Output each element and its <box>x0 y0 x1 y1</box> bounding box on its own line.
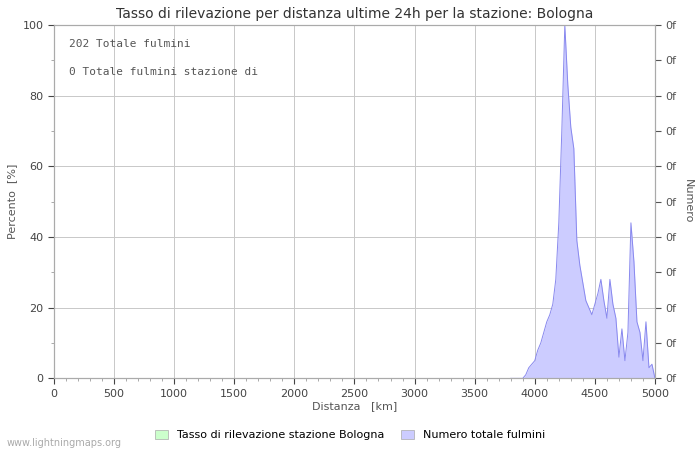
Legend: Tasso di rilevazione stazione Bologna, Numero totale fulmini: Tasso di rilevazione stazione Bologna, N… <box>150 425 550 445</box>
X-axis label: Distanza   [km]: Distanza [km] <box>312 401 397 412</box>
Title: Tasso di rilevazione per distanza ultime 24h per la stazione: Bologna: Tasso di rilevazione per distanza ultime… <box>116 7 593 21</box>
Text: www.lightningmaps.org: www.lightningmaps.org <box>7 438 122 448</box>
Text: 202 Totale fulmini: 202 Totale fulmini <box>69 39 190 49</box>
Y-axis label: Numero: Numero <box>683 180 693 224</box>
Y-axis label: Percento  [%]: Percento [%] <box>7 164 17 239</box>
Text: 0 Totale fulmini stazione di: 0 Totale fulmini stazione di <box>69 68 258 77</box>
